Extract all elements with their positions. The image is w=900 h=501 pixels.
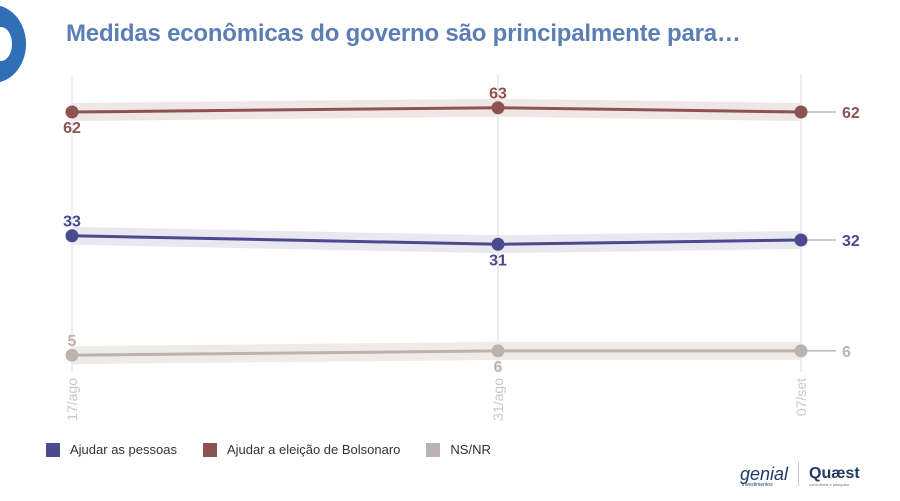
data-label-ajudar-as-pessoas-17-ago: 33: [63, 214, 81, 231]
data-point-ajudar-as-pessoas-07-set: [794, 233, 808, 247]
data-point-ajudar-a-eleicao-de-bolsonaro-31-ago: [491, 101, 505, 115]
genial-logo-text: genial: [740, 463, 789, 484]
data-point-ajudar-a-eleicao-de-bolsonaro-17-ago: [65, 105, 79, 119]
data-point-ns-nr-17-ago: [65, 348, 79, 362]
brand-divider: [798, 462, 800, 486]
data-label-ns-nr-31-ago: 6: [494, 359, 503, 376]
brand-logos: genial investimentos Quæst consultoria e…: [740, 462, 860, 488]
data-label-ns-nr-17-ago: 5: [68, 333, 77, 350]
data-label-ajudar-as-pessoas-07-set: 32: [842, 233, 860, 250]
legend-swatch-nsnr: [426, 442, 441, 457]
legend-item-ajudar-pessoas: Ajudar as pessoas: [46, 442, 177, 457]
legend-label-eleicao-bolsonaro: Ajudar a eleição de Bolsonaro: [226, 442, 401, 457]
quaest-logo-text: Quæst: [809, 465, 860, 482]
data-label-ajudar-as-pessoas-31-ago: 31: [489, 252, 507, 269]
quaest-logo: Quæst consultoria e pesquisa: [809, 465, 860, 487]
legend-item-eleicao-bolsonaro: Ajudar a eleição de Bolsonaro: [202, 442, 401, 457]
data-point-ns-nr-07-set: [794, 344, 808, 358]
legend-label-nsnr: NS/NR: [450, 442, 491, 457]
legend-item-nsnr: NS/NR: [426, 442, 491, 457]
data-label-ajudar-a-eleicao-de-bolsonaro-17-ago: 62: [63, 120, 81, 137]
x-tick-label-17-ago: 17/ago: [64, 378, 80, 421]
legend: Ajudar as pessoas Ajudar a eleição de Bo…: [46, 442, 491, 457]
legend-swatch-eleicao-bolsonaro: [202, 442, 217, 457]
band-ns-nr: [72, 341, 801, 365]
data-point-ns-nr-31-ago: [491, 344, 505, 358]
data-label-ajudar-a-eleicao-de-bolsonaro-07-set: 62: [842, 105, 860, 122]
chart-title: Medidas econômicas do governo são princi…: [66, 20, 741, 47]
data-point-ajudar-as-pessoas-17-ago: [65, 229, 79, 243]
band-ajudar-as-pessoas: [72, 226, 801, 254]
x-tick-label-07-set: 07/set: [793, 378, 809, 416]
data-point-ajudar-as-pessoas-31-ago: [491, 237, 505, 251]
genial-logo-subtext: investimentos: [742, 481, 773, 488]
data-point-ajudar-a-eleicao-de-bolsonaro-07-set: [794, 105, 808, 119]
x-tick-label-31-ago: 31/ago: [490, 378, 506, 421]
genial-logo: genial investimentos: [740, 463, 789, 488]
legend-label-ajudar-pessoas: Ajudar as pessoas: [70, 442, 177, 457]
band-ajudar-a-eleicao-de-bolsonaro: [72, 98, 801, 121]
legend-swatch-ajudar-pessoas: [46, 442, 60, 457]
data-label-ns-nr-07-set: 6: [842, 344, 851, 361]
quaest-logo-subtext: consultoria e pesquisa: [809, 482, 849, 487]
data-label-ajudar-a-eleicao-de-bolsonaro-31-ago: 63: [489, 86, 507, 103]
